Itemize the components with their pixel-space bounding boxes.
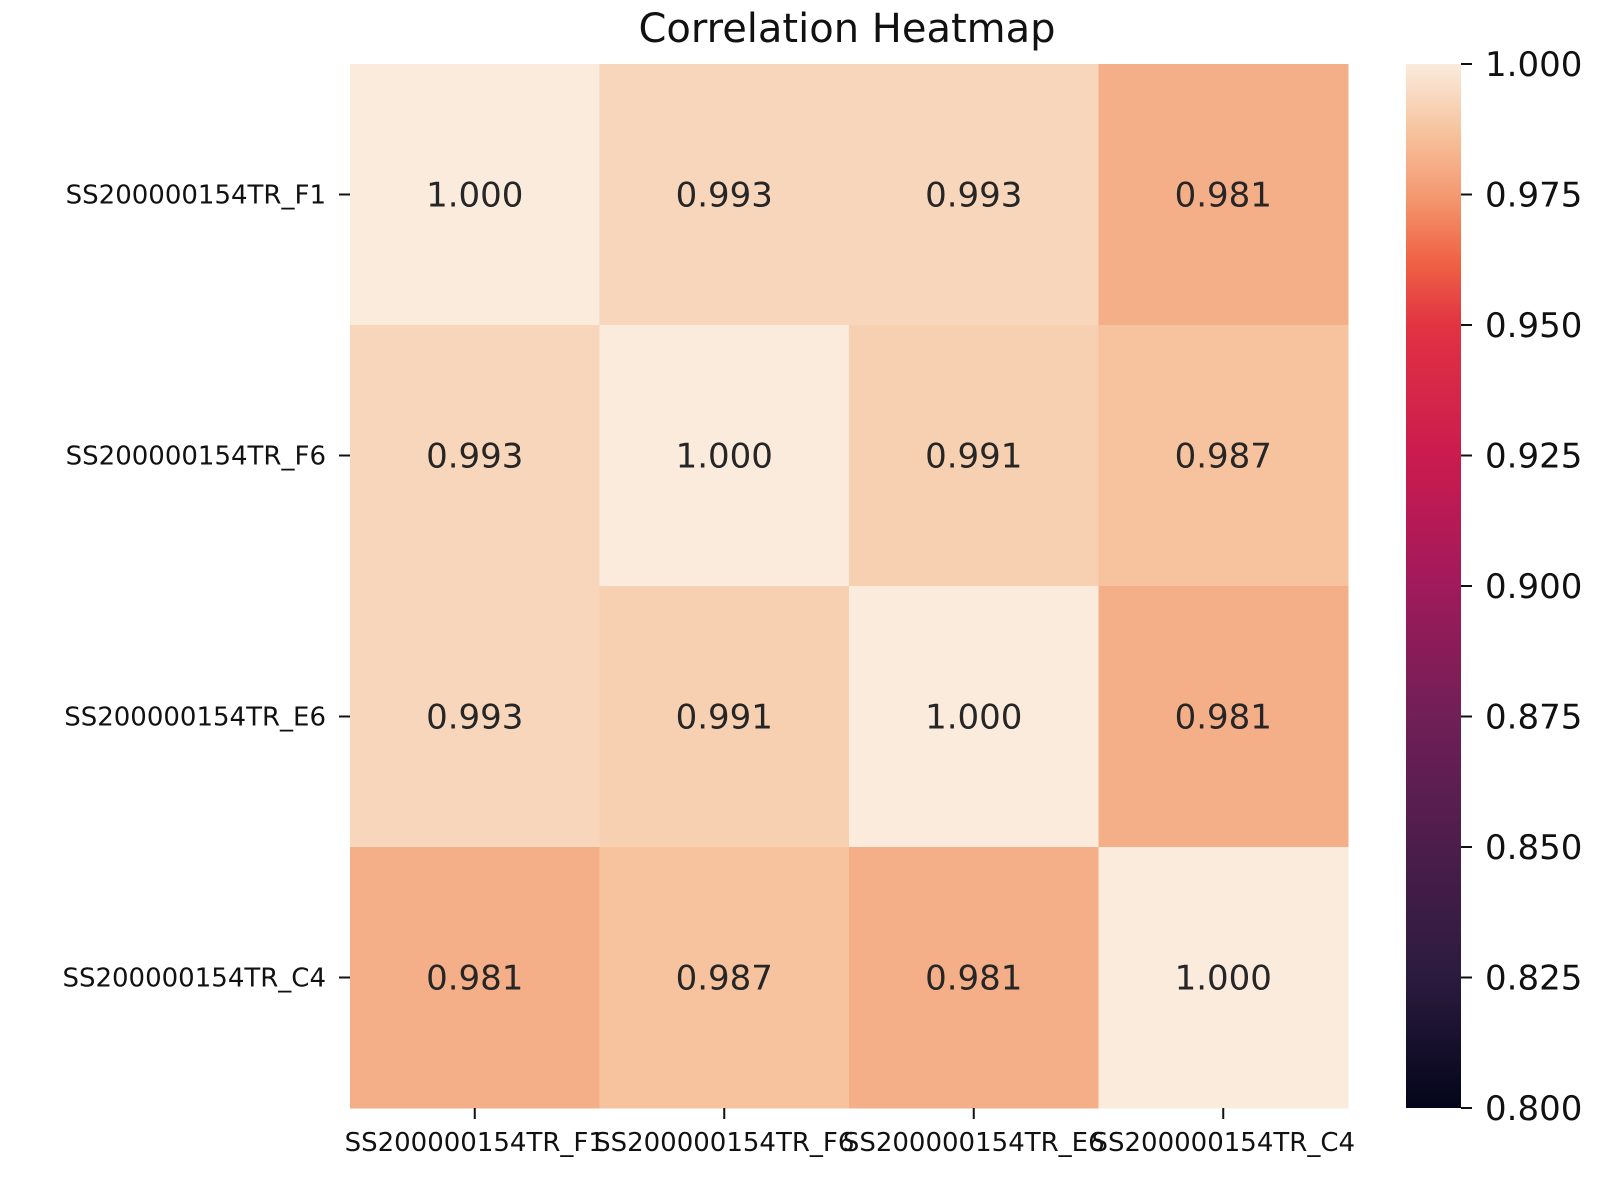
heatmap-cell [599,325,850,587]
colorbar-tick-label: 0.800 [1485,1089,1582,1129]
cell-value-label: 0.991 [925,437,1022,477]
heatmap-cells: 1.000 0.993 0.993 0.981 0.993 1.000 0.991 0.987… [350,64,1349,1109]
y-tick-label: SS200000154TR_F6 [66,442,326,472]
x-axis: SS200000154TR_F1SS200000154TR_F6SS200000… [345,1108,1355,1158]
cell-value-label: 0.987 [676,959,773,999]
cell-value-label: 1.000 [426,176,523,216]
colorbar-tick-label: 0.850 [1485,828,1582,868]
heatmap-cell [849,586,1099,848]
heatmap-cell [350,64,600,326]
colorbar-axis: 0.800 0.825 0.850 0.875 0.900 0.925 0.950 0.975… [1461,45,1582,1129]
heatmap-cell [1098,325,1349,587]
cell-value-label: 0.993 [426,437,523,477]
heatmap-cell [849,847,1099,1109]
x-tick-label: SS200000154TR_C4 [1091,1128,1355,1158]
y-tick-label: SS200000154TR_E6 [64,703,326,733]
colorbar-tick-label: 0.975 [1485,176,1582,216]
heatmap-cell [1098,64,1349,326]
chart-title: Correlation Heatmap [638,6,1055,52]
heatmap-cell [599,847,850,1109]
colorbar-tick-label: 1.000 [1485,45,1582,85]
colorbar-tick-label: 0.875 [1485,698,1582,738]
heatmap-cell [350,325,600,587]
x-tick-label: SS200000154TR_F1 [345,1128,605,1158]
cell-value-label: 0.987 [1175,437,1272,477]
heatmap-cell [350,847,600,1109]
y-tick-label: SS200000154TR_C4 [62,964,326,994]
cell-value-label: 0.993 [426,698,523,738]
y-axis: SS200000154TR_F1 SS200000154TR_F6 SS200000… [62,181,350,994]
cell-value-label: 1.000 [676,437,773,477]
cell-value-label: 0.981 [925,959,1022,999]
cell-value-label: 0.981 [1175,176,1272,216]
cell-value-label: 1.000 [925,698,1022,738]
cell-value-label: 0.981 [426,959,523,999]
heatmap-cell [599,64,850,326]
heatmap-cell [599,586,850,848]
heatmap-cell [350,586,600,848]
heatmap-cell [849,325,1099,587]
cell-value-label: 0.993 [676,176,773,216]
x-tick-label: SS200000154TR_F6 [594,1128,854,1158]
colorbar [1406,64,1461,1108]
heatmap-cell [1098,586,1349,848]
cell-value-label: 0.991 [676,698,773,738]
cell-value-label: 1.000 [1175,959,1272,999]
heatmap-cell [849,64,1099,326]
colorbar-tick-label: 0.900 [1485,567,1582,607]
colorbar-tick-label: 0.825 [1485,959,1582,999]
x-tick-label: SS200000154TR_E6 [843,1128,1105,1158]
cell-value-label: 0.981 [1175,698,1272,738]
cell-value-label: 0.993 [925,176,1022,216]
heatmap-cell [1098,847,1349,1109]
colorbar-tick-label: 0.925 [1485,437,1582,477]
colorbar-tick-label: 0.950 [1485,306,1582,346]
y-tick-label: SS200000154TR_F1 [66,181,326,211]
